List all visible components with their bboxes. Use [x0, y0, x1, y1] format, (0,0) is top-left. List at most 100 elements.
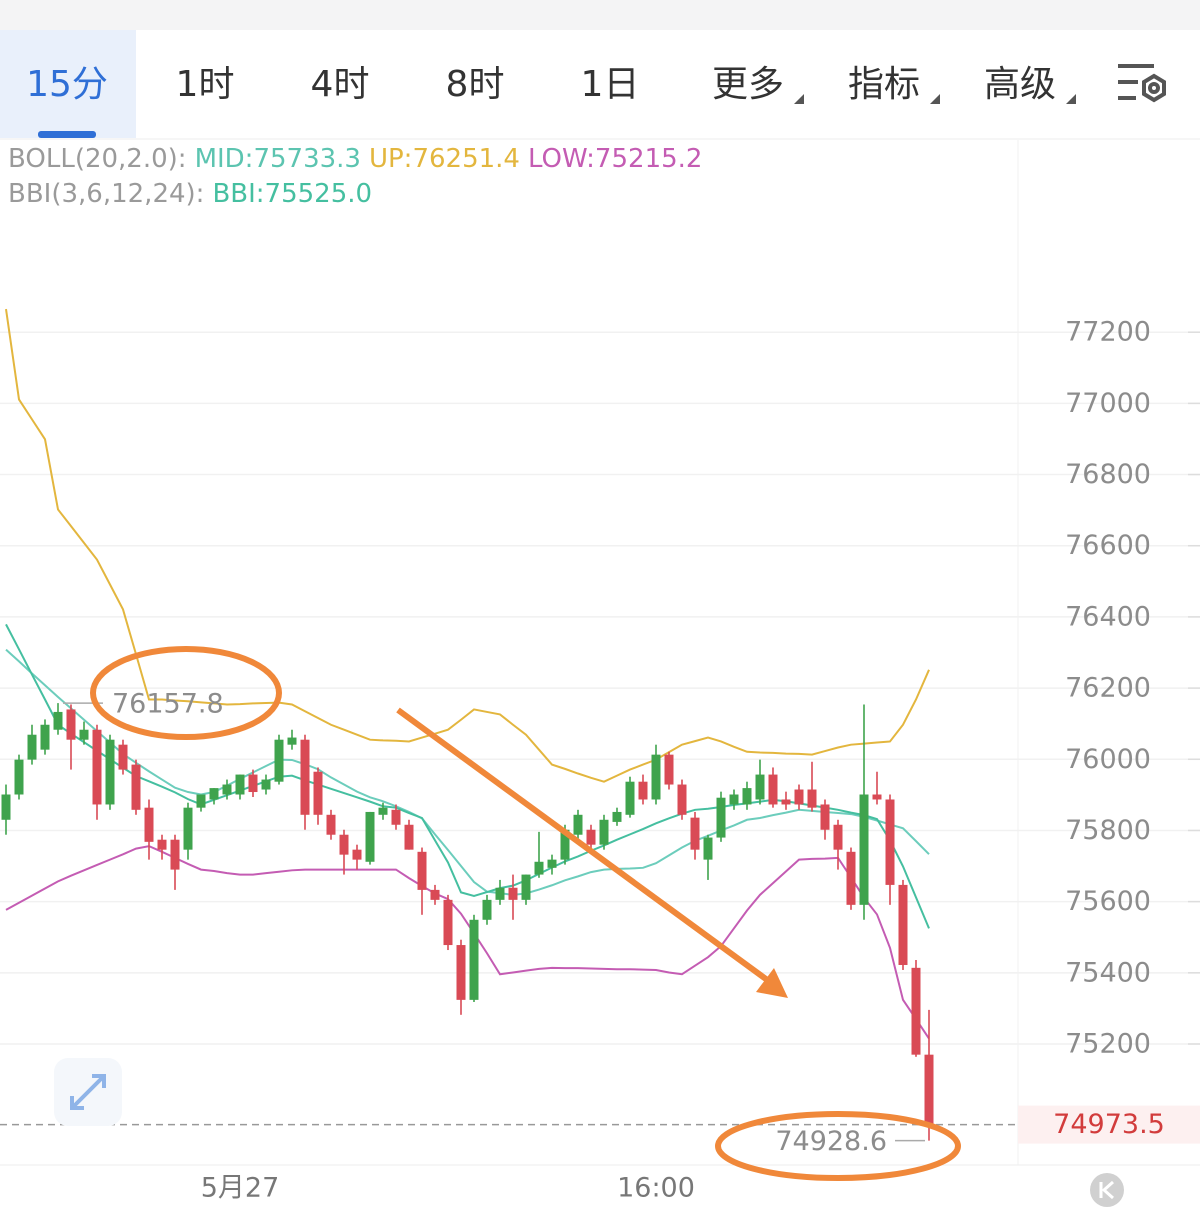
- candle-body: [183, 807, 193, 850]
- candle-body: [27, 734, 37, 760]
- tab[interactable]: 1日: [581, 64, 640, 105]
- candle-body: [287, 737, 297, 745]
- active-tab-bg: [0, 30, 136, 138]
- settings-icon[interactable]: [1118, 64, 1166, 103]
- expand-button[interactable]: [54, 1058, 122, 1126]
- candle-body: [859, 794, 869, 905]
- y-tick-label: 76000: [1065, 744, 1151, 775]
- y-tick-label: 75400: [1065, 957, 1151, 988]
- y-tick-label: 76200: [1065, 673, 1151, 704]
- y-tick-label: 75600: [1065, 886, 1151, 917]
- candle-body: [716, 797, 726, 838]
- candle-body: [300, 739, 310, 815]
- candle-body: [209, 788, 219, 800]
- candle-body: [157, 839, 167, 850]
- plot-area: 75200 75400 75600 75800 76000 76200 76400 76600…: [0, 308, 1200, 1204]
- y-tick-label: 76600: [1065, 530, 1151, 561]
- indicator-value: MID:75733.3: [195, 144, 361, 174]
- candle-body: [144, 807, 154, 842]
- y-tick-label: 77200: [1065, 317, 1151, 348]
- annotation-overlay: [90, 646, 961, 1181]
- indicator-line: [5, 648, 930, 896]
- candle-body: [521, 874, 531, 900]
- candle-body: [729, 794, 739, 805]
- candle-body: [417, 851, 427, 890]
- candle-body: [794, 789, 804, 805]
- tab[interactable]: 更多: [712, 64, 784, 105]
- tab[interactable]: 15分: [26, 64, 108, 105]
- candle-body: [430, 889, 440, 900]
- candle-body: [690, 817, 700, 850]
- tab[interactable]: 4时: [311, 64, 370, 105]
- tab[interactable]: 指标: [848, 64, 920, 105]
- candle-body: [534, 861, 544, 875]
- x-tick-label: 16:00: [617, 1173, 695, 1204]
- y-tick-label: 75200: [1065, 1028, 1151, 1059]
- candle-body: [599, 819, 609, 845]
- candle-body: [79, 729, 89, 740]
- tab-bar: 15分 1时 4时 8时 1日 更多 指标 高级: [26, 64, 1076, 105]
- indicator-row: BBI(3,6,12,24): BBI:75525.0: [8, 179, 372, 209]
- tab[interactable]: 高级: [984, 64, 1056, 105]
- tab[interactable]: 8时: [446, 64, 505, 105]
- back-button[interactable]: [1090, 1173, 1124, 1207]
- candle-body: [508, 887, 518, 900]
- active-tab-underline: [38, 131, 96, 138]
- candle-body: [807, 789, 817, 808]
- candle-body: [924, 1054, 934, 1125]
- candle-body: [378, 807, 388, 815]
- candle-body: [339, 834, 349, 855]
- candle-body: [261, 779, 271, 790]
- candle-body: [443, 899, 453, 946]
- candle-body: [885, 799, 895, 885]
- candle-body: [677, 784, 687, 815]
- min-label: 74928.6: [775, 1126, 887, 1157]
- candle-body: [92, 729, 102, 805]
- y-tick-label: 76800: [1065, 459, 1151, 490]
- candle-body: [40, 724, 50, 750]
- indicator-row: BOLL(20,2.0): MID:75733.3 UP:76251.4 LOW:75…: [8, 144, 702, 174]
- candle-body: [469, 919, 479, 1000]
- candle-body: [586, 829, 596, 845]
- candle-body: [742, 788, 752, 805]
- indicator-value: BBI:75525.0: [212, 179, 372, 209]
- candle-body: [456, 945, 466, 1000]
- indicator-value: BBI(3,6,12,24):: [8, 179, 204, 209]
- indicator-value: LOW:75215.2: [528, 144, 702, 174]
- indicator-line: [5, 308, 930, 783]
- candle-body: [66, 709, 76, 740]
- candle-body: [625, 781, 635, 815]
- candle-body: [222, 784, 232, 795]
- candle-body: [755, 774, 765, 800]
- candle-body: [235, 774, 245, 795]
- candle-body: [703, 837, 713, 860]
- candle-body: [495, 887, 505, 900]
- candle-body: [248, 774, 258, 793]
- last-price-bg: [1018, 1105, 1200, 1144]
- candle-body: [53, 711, 63, 730]
- candle-body: [274, 739, 284, 782]
- candle-body: [170, 839, 180, 870]
- candle-body: [105, 739, 115, 805]
- candle-body: [196, 794, 206, 808]
- candle-body: [612, 811, 622, 822]
- indicator-line: [5, 845, 930, 1040]
- y-tick-label: 77000: [1065, 388, 1151, 419]
- candle-body: [560, 829, 570, 860]
- tab[interactable]: 1时: [176, 64, 235, 105]
- candle-body: [482, 899, 492, 920]
- candle-body: [404, 824, 414, 850]
- candle-body: [911, 967, 921, 1055]
- candle-body: [547, 859, 557, 868]
- candle-body: [391, 809, 401, 825]
- candle-body: [781, 799, 791, 805]
- max-label: 76157.8: [112, 689, 224, 720]
- candle-body: [365, 811, 375, 862]
- dropdown-caret: [1066, 94, 1076, 104]
- indicator-line: [5, 623, 930, 929]
- y-tick-label: 75800: [1065, 815, 1151, 846]
- candle-body: [664, 754, 674, 785]
- candle-body: [846, 851, 856, 905]
- candle-body: [768, 774, 778, 805]
- dropdown-caret: [794, 94, 804, 104]
